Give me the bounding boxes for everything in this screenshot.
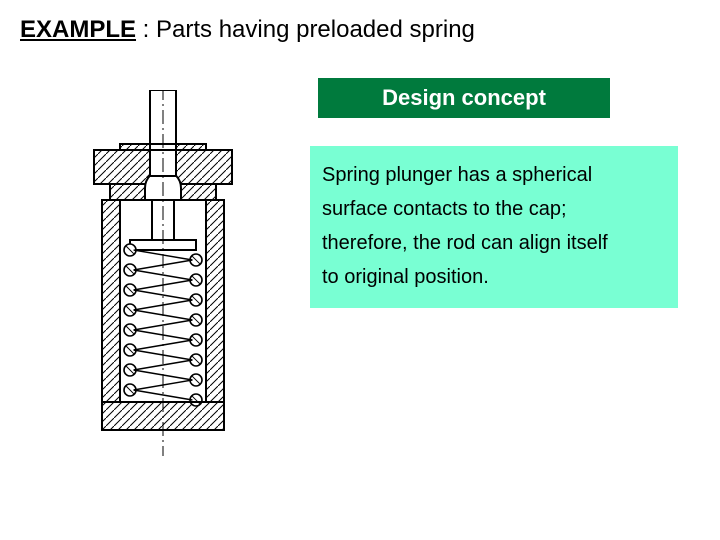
page-title: EXAMPLE : Parts having preloaded spring bbox=[20, 16, 475, 44]
spring-plunger-diagram bbox=[58, 90, 268, 460]
title-rest: : Parts having preloaded spring bbox=[136, 16, 475, 43]
design-concept-label-text: Design concept bbox=[382, 85, 546, 111]
concept-line: to original position. bbox=[322, 260, 666, 294]
concept-line: therefore, the rod can align itself bbox=[322, 226, 666, 260]
concept-line: surface contacts to the cap; bbox=[322, 192, 666, 226]
design-concept-body: Spring plunger has a spherical surface c… bbox=[310, 146, 678, 308]
title-bold: EXAMPLE bbox=[20, 16, 136, 43]
design-concept-label: Design concept bbox=[318, 78, 610, 118]
concept-line: Spring plunger has a spherical bbox=[322, 158, 666, 192]
